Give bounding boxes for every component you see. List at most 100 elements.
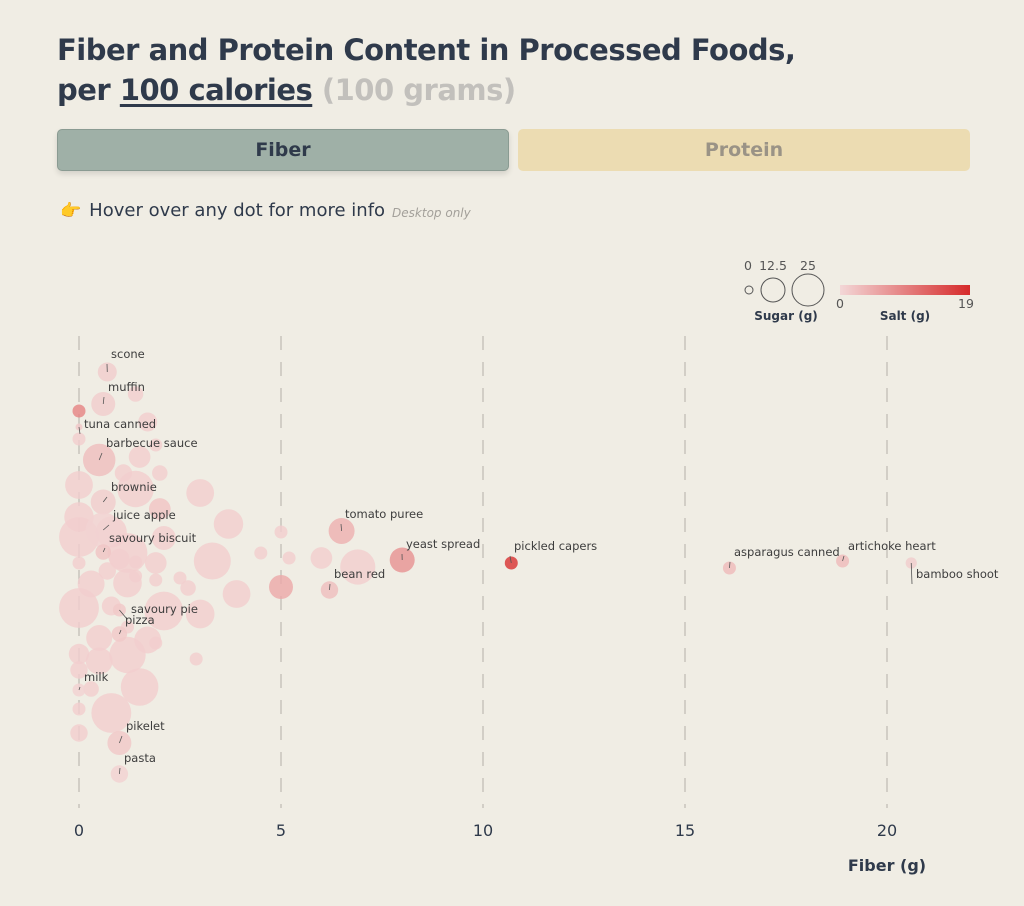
- point-label: scone: [111, 347, 145, 361]
- scatter-point[interactable]: [180, 580, 196, 596]
- scatter-point[interactable]: [274, 525, 288, 539]
- label-leader-line: [102, 396, 105, 405]
- label-leader-line: [102, 547, 106, 553]
- point-label: bean red: [334, 567, 385, 581]
- sugar-legend-value-0: 0: [744, 258, 752, 273]
- sugar-legend-value-12-5: 12.5: [759, 258, 787, 273]
- scatter-point[interactable]: [282, 551, 296, 565]
- sugar-legend-circle-large: [791, 273, 825, 307]
- scatter-point[interactable]: [127, 386, 144, 402]
- label-leader-line: [102, 496, 108, 503]
- hint-note: Desktop only: [392, 205, 471, 220]
- label-leader-line: [910, 562, 913, 585]
- sugar-legend-circle-small: [744, 285, 754, 295]
- scatter-point-labeled[interactable]: [504, 556, 518, 570]
- scatter-point[interactable]: [128, 446, 151, 468]
- scatter-point[interactable]: [310, 547, 333, 569]
- scatter-point[interactable]: [65, 471, 93, 499]
- scatter-point[interactable]: [109, 548, 130, 570]
- scatter-point[interactable]: [109, 636, 146, 674]
- scatter-point[interactable]: [120, 668, 159, 706]
- scatter-point[interactable]: [189, 652, 203, 666]
- scatter-point[interactable]: [85, 647, 113, 675]
- point-label: pikelet: [126, 719, 165, 733]
- scatter-point[interactable]: [138, 412, 158, 432]
- sugar-legend-title: Sugar (g): [754, 309, 818, 323]
- scatter-point[interactable]: [59, 588, 99, 628]
- scatter-point[interactable]: [222, 580, 251, 608]
- scatter-point[interactable]: [173, 571, 187, 585]
- scatter-point[interactable]: [151, 526, 176, 550]
- point-label: barbecue sauce: [106, 436, 198, 450]
- x-tick-label: 15: [675, 821, 695, 840]
- scatter-point[interactable]: [70, 661, 88, 679]
- label-leader-line: [78, 686, 81, 691]
- unit-toggle-grams[interactable]: (100 grams): [321, 73, 516, 107]
- label-leader-line: [842, 555, 845, 562]
- scatter-point[interactable]: [117, 470, 154, 508]
- scatter-point-labeled[interactable]: [320, 581, 339, 599]
- title-line-2: per 100 calories (100 grams): [57, 70, 795, 110]
- scatter-point[interactable]: [113, 568, 142, 598]
- salt-legend: 0 19 Salt (g): [836, 285, 974, 323]
- label-leader-line: [509, 555, 512, 564]
- scatter-point[interactable]: [91, 693, 132, 733]
- page-title: Fiber and Protein Content in Processed F…: [57, 30, 796, 110]
- point-label: asparagus canned: [734, 545, 840, 559]
- sugar-legend: 0 12.5 25 Sugar (g): [744, 258, 825, 323]
- tab-fiber[interactable]: Fiber: [57, 129, 509, 171]
- x-axis-title: Fiber (g): [848, 856, 926, 875]
- x-tick-label: 20: [877, 821, 897, 840]
- pointing-hand-icon: 👉: [60, 200, 82, 221]
- point-label: pizza: [125, 613, 155, 627]
- point-label: savoury pie: [131, 602, 198, 616]
- scatter-point[interactable]: [152, 465, 168, 481]
- salt-legend-gradient: [840, 285, 970, 295]
- tab-protein[interactable]: Protein: [518, 129, 970, 171]
- scatter-point[interactable]: [72, 702, 86, 716]
- point-label: yeast spread: [406, 537, 480, 551]
- point-label: brownie: [111, 480, 157, 494]
- sugar-legend-value-25: 25: [800, 258, 816, 273]
- salt-legend-max: 19: [958, 296, 974, 311]
- scatter-point[interactable]: [70, 724, 88, 742]
- scatter-point[interactable]: [72, 404, 86, 418]
- scatter-point[interactable]: [149, 573, 163, 587]
- title-prefix: per: [57, 73, 120, 107]
- label-leader-line: [78, 426, 81, 435]
- scatter-point[interactable]: [149, 636, 163, 650]
- x-tick-label: 5: [276, 821, 286, 840]
- scatter-point[interactable]: [72, 432, 86, 446]
- point-label: bamboo shoot: [916, 567, 999, 581]
- scatter-point[interactable]: [144, 552, 167, 574]
- scatter-point[interactable]: [68, 643, 90, 665]
- scatter-point[interactable]: [72, 556, 86, 570]
- scatter-point[interactable]: [254, 546, 268, 560]
- label-leader-line: [102, 524, 110, 531]
- scatter-point[interactable]: [213, 509, 244, 539]
- unit-toggle-calories[interactable]: 100 calories: [119, 73, 313, 107]
- point-label: pasta: [124, 751, 156, 765]
- scatter-point[interactable]: [83, 681, 99, 697]
- scatter-point[interactable]: [86, 625, 113, 651]
- scatter-point[interactable]: [144, 591, 184, 631]
- sugar-legend-circle-medium: [760, 277, 786, 303]
- label-leader-line: [119, 767, 121, 775]
- label-leader-line: [98, 452, 103, 461]
- scatter-point[interactable]: [129, 555, 143, 569]
- scatter-point[interactable]: [340, 549, 376, 585]
- point-label: artichoke heart: [848, 539, 936, 553]
- point-label: milk: [84, 670, 109, 684]
- scatter-point-labeled[interactable]: [85, 512, 121, 548]
- scatter-point[interactable]: [186, 479, 215, 507]
- scatter-point[interactable]: [185, 599, 215, 629]
- scatter-point[interactable]: [98, 562, 116, 580]
- label-leader-line: [729, 561, 731, 569]
- hover-hint: 👉 Hover over any dot for more info Deskt…: [60, 200, 471, 221]
- scatter-point[interactable]: [148, 498, 171, 520]
- point-label: muffin: [108, 380, 145, 394]
- scatter-point[interactable]: [269, 575, 293, 599]
- scatter-point[interactable]: [193, 542, 231, 580]
- scatter-point[interactable]: [149, 438, 163, 452]
